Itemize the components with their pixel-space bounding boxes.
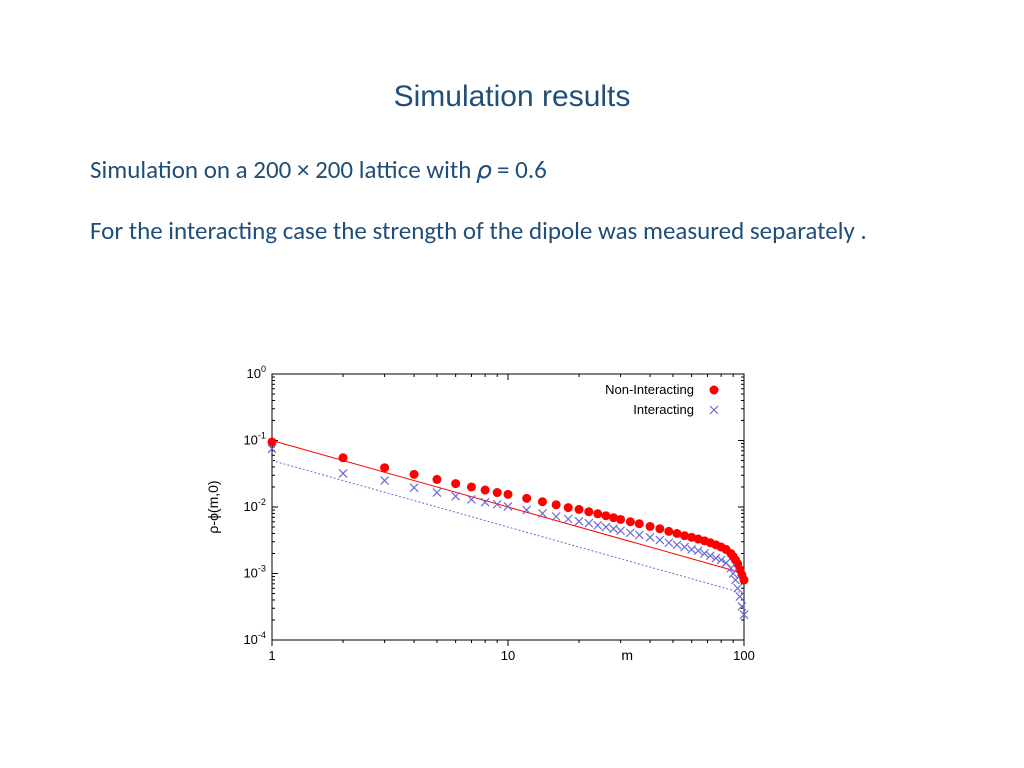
svg-text:Non-Interacting: Non-Interacting bbox=[605, 382, 694, 397]
svg-text:100: 100 bbox=[246, 364, 266, 381]
body-text: Simulation on a 200 × 200 lattice with 𝜌… bbox=[0, 114, 1024, 247]
svg-text:10-1: 10-1 bbox=[243, 431, 266, 448]
svg-text:10-4: 10-4 bbox=[243, 630, 266, 647]
slide-title: Simulation results bbox=[0, 0, 1024, 114]
svg-text:10-2: 10-2 bbox=[243, 497, 266, 514]
paragraph-2: For the interacting case the strength of… bbox=[90, 215, 934, 248]
svg-text:Interacting: Interacting bbox=[633, 402, 694, 417]
paragraph-1: Simulation on a 200 × 200 lattice with 𝜌… bbox=[90, 154, 934, 187]
svg-text:10: 10 bbox=[501, 648, 515, 663]
svg-text:1: 1 bbox=[268, 648, 275, 663]
svg-text:m: m bbox=[621, 647, 633, 663]
chart-svg: 1 10 100 m 100 10-1 10-2 10-3 10-4 ρ-ϕ(m,0) Non-In… bbox=[200, 360, 760, 680]
svg-text:10-3: 10-3 bbox=[243, 564, 266, 581]
chart-container: 1 10 100 m 100 10-1 10-2 10-3 10-4 ρ-ϕ(m,0) Non-In… bbox=[200, 360, 760, 680]
svg-text:100: 100 bbox=[733, 648, 755, 663]
svg-text:ρ-ϕ(m,0): ρ-ϕ(m,0) bbox=[205, 480, 221, 533]
